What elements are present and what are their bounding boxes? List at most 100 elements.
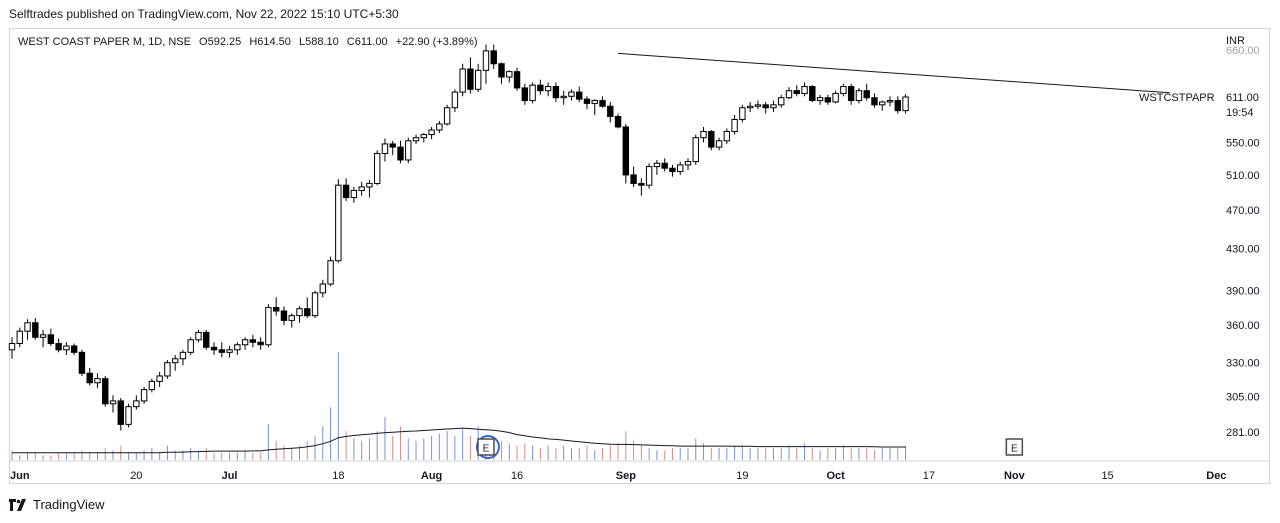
candle-up[interactable]	[156, 375, 163, 382]
candle-up[interactable]	[327, 260, 334, 285]
earnings-marker[interactable]	[477, 438, 495, 456]
candle-up[interactable]	[133, 400, 140, 408]
candle-down[interactable]	[117, 400, 124, 425]
candle-up[interactable]	[451, 91, 459, 109]
candle-down[interactable]	[638, 182, 645, 186]
candle-down[interactable]	[272, 307, 280, 312]
candle-down[interactable]	[210, 346, 218, 351]
candle-down[interactable]	[552, 86, 560, 99]
candle-up[interactable]	[746, 105, 754, 109]
candle-up[interactable]	[770, 104, 777, 109]
candle-up[interactable]	[16, 330, 23, 345]
candle-down[interactable]	[669, 167, 676, 173]
candle-up[interactable]	[8, 343, 16, 351]
candle-down[interactable]	[894, 100, 901, 112]
symbol-name[interactable]: WEST COAST PAPER M, 1D, NSE	[18, 36, 191, 48]
candle-up[interactable]	[428, 129, 435, 136]
candle-up[interactable]	[529, 84, 536, 102]
candle-down[interactable]	[490, 50, 497, 65]
candle-down[interactable]	[32, 322, 39, 338]
candle-up[interactable]	[692, 137, 699, 163]
candle-up[interactable]	[288, 315, 295, 321]
candle-up[interactable]	[653, 162, 661, 168]
candle-down[interactable]	[614, 115, 622, 128]
candle-up[interactable]	[24, 322, 31, 332]
candle-up[interactable]	[684, 161, 692, 166]
candle-up[interactable]	[195, 331, 202, 341]
candle-up[interactable]	[886, 100, 894, 103]
candle-down[interactable]	[708, 131, 715, 148]
candle-up[interactable]	[164, 362, 171, 377]
candle-down[interactable]	[467, 68, 474, 90]
candle-down[interactable]	[871, 97, 878, 106]
candle-down[interactable]	[102, 378, 109, 405]
candle-up[interactable]	[700, 131, 707, 139]
candle-up[interactable]	[350, 189, 358, 198]
candle-down[interactable]	[622, 126, 630, 176]
candle-up[interactable]	[39, 334, 47, 338]
candle-up[interactable]	[879, 101, 886, 106]
candle-up[interactable]	[373, 152, 381, 184]
candle-up[interactable]	[816, 97, 824, 102]
candle-up[interactable]	[171, 358, 179, 364]
candle-up[interactable]	[226, 349, 233, 353]
candle-down[interactable]	[218, 349, 225, 353]
candle-down[interactable]	[203, 331, 210, 348]
candle-up[interactable]	[506, 71, 513, 78]
candle-up[interactable]	[785, 90, 793, 99]
candle-down[interactable]	[863, 90, 870, 99]
candle-down[interactable]	[537, 84, 544, 92]
earnings-marker[interactable]	[1005, 438, 1024, 456]
candle-up[interactable]	[335, 184, 342, 262]
candle-up[interactable]	[482, 50, 490, 71]
candle-up[interactable]	[381, 143, 389, 154]
candle-up[interactable]	[560, 95, 567, 99]
candle-up[interactable]	[125, 406, 132, 425]
footer-brand[interactable]: TradingView	[9, 497, 105, 512]
candle-up[interactable]	[311, 292, 319, 317]
candle-up[interactable]	[179, 351, 187, 360]
candle-up[interactable]	[109, 400, 117, 405]
candle-up[interactable]	[475, 69, 482, 90]
candle-down[interactable]	[304, 308, 311, 317]
candle-down[interactable]	[762, 104, 769, 109]
candle-down[interactable]	[661, 162, 668, 169]
candle-up[interactable]	[840, 86, 847, 94]
candle-up[interactable]	[778, 97, 785, 106]
candle-down[interactable]	[389, 143, 396, 148]
candle-down[interactable]	[793, 90, 800, 94]
candle-up[interactable]	[739, 107, 746, 120]
candle-down[interactable]	[630, 174, 637, 184]
candle-up[interactable]	[94, 378, 101, 384]
candle-down[interactable]	[280, 310, 288, 321]
candle-up[interactable]	[645, 166, 653, 186]
candle-up[interactable]	[148, 380, 156, 391]
candle-up[interactable]	[140, 389, 148, 402]
candle-up[interactable]	[902, 96, 909, 112]
candle-down[interactable]	[342, 184, 350, 198]
candle-down[interactable]	[521, 87, 529, 102]
candle-down[interactable]	[47, 334, 55, 345]
candle-up[interactable]	[241, 339, 249, 346]
candle-up[interactable]	[568, 91, 575, 97]
candle-up[interactable]	[319, 283, 327, 294]
candle-up[interactable]	[723, 131, 731, 142]
candle-down[interactable]	[607, 105, 614, 117]
candle-down[interactable]	[86, 372, 93, 384]
candle-down[interactable]	[576, 91, 583, 100]
candle-up[interactable]	[187, 339, 194, 353]
candle-down[interactable]	[513, 71, 521, 89]
candle-up[interactable]	[677, 164, 684, 173]
candle-down[interactable]	[824, 97, 832, 103]
resistance-trendline[interactable]	[618, 52, 1170, 94]
candle-up[interactable]	[591, 100, 598, 104]
candle-up[interactable]	[296, 308, 303, 317]
candle-down[interactable]	[809, 86, 816, 102]
candle-down[interactable]	[583, 98, 591, 104]
candle-up[interactable]	[265, 307, 272, 346]
candle-up[interactable]	[366, 182, 373, 188]
candle-down[interactable]	[257, 341, 264, 346]
candle-up[interactable]	[832, 92, 839, 103]
candle-up[interactable]	[801, 86, 808, 94]
